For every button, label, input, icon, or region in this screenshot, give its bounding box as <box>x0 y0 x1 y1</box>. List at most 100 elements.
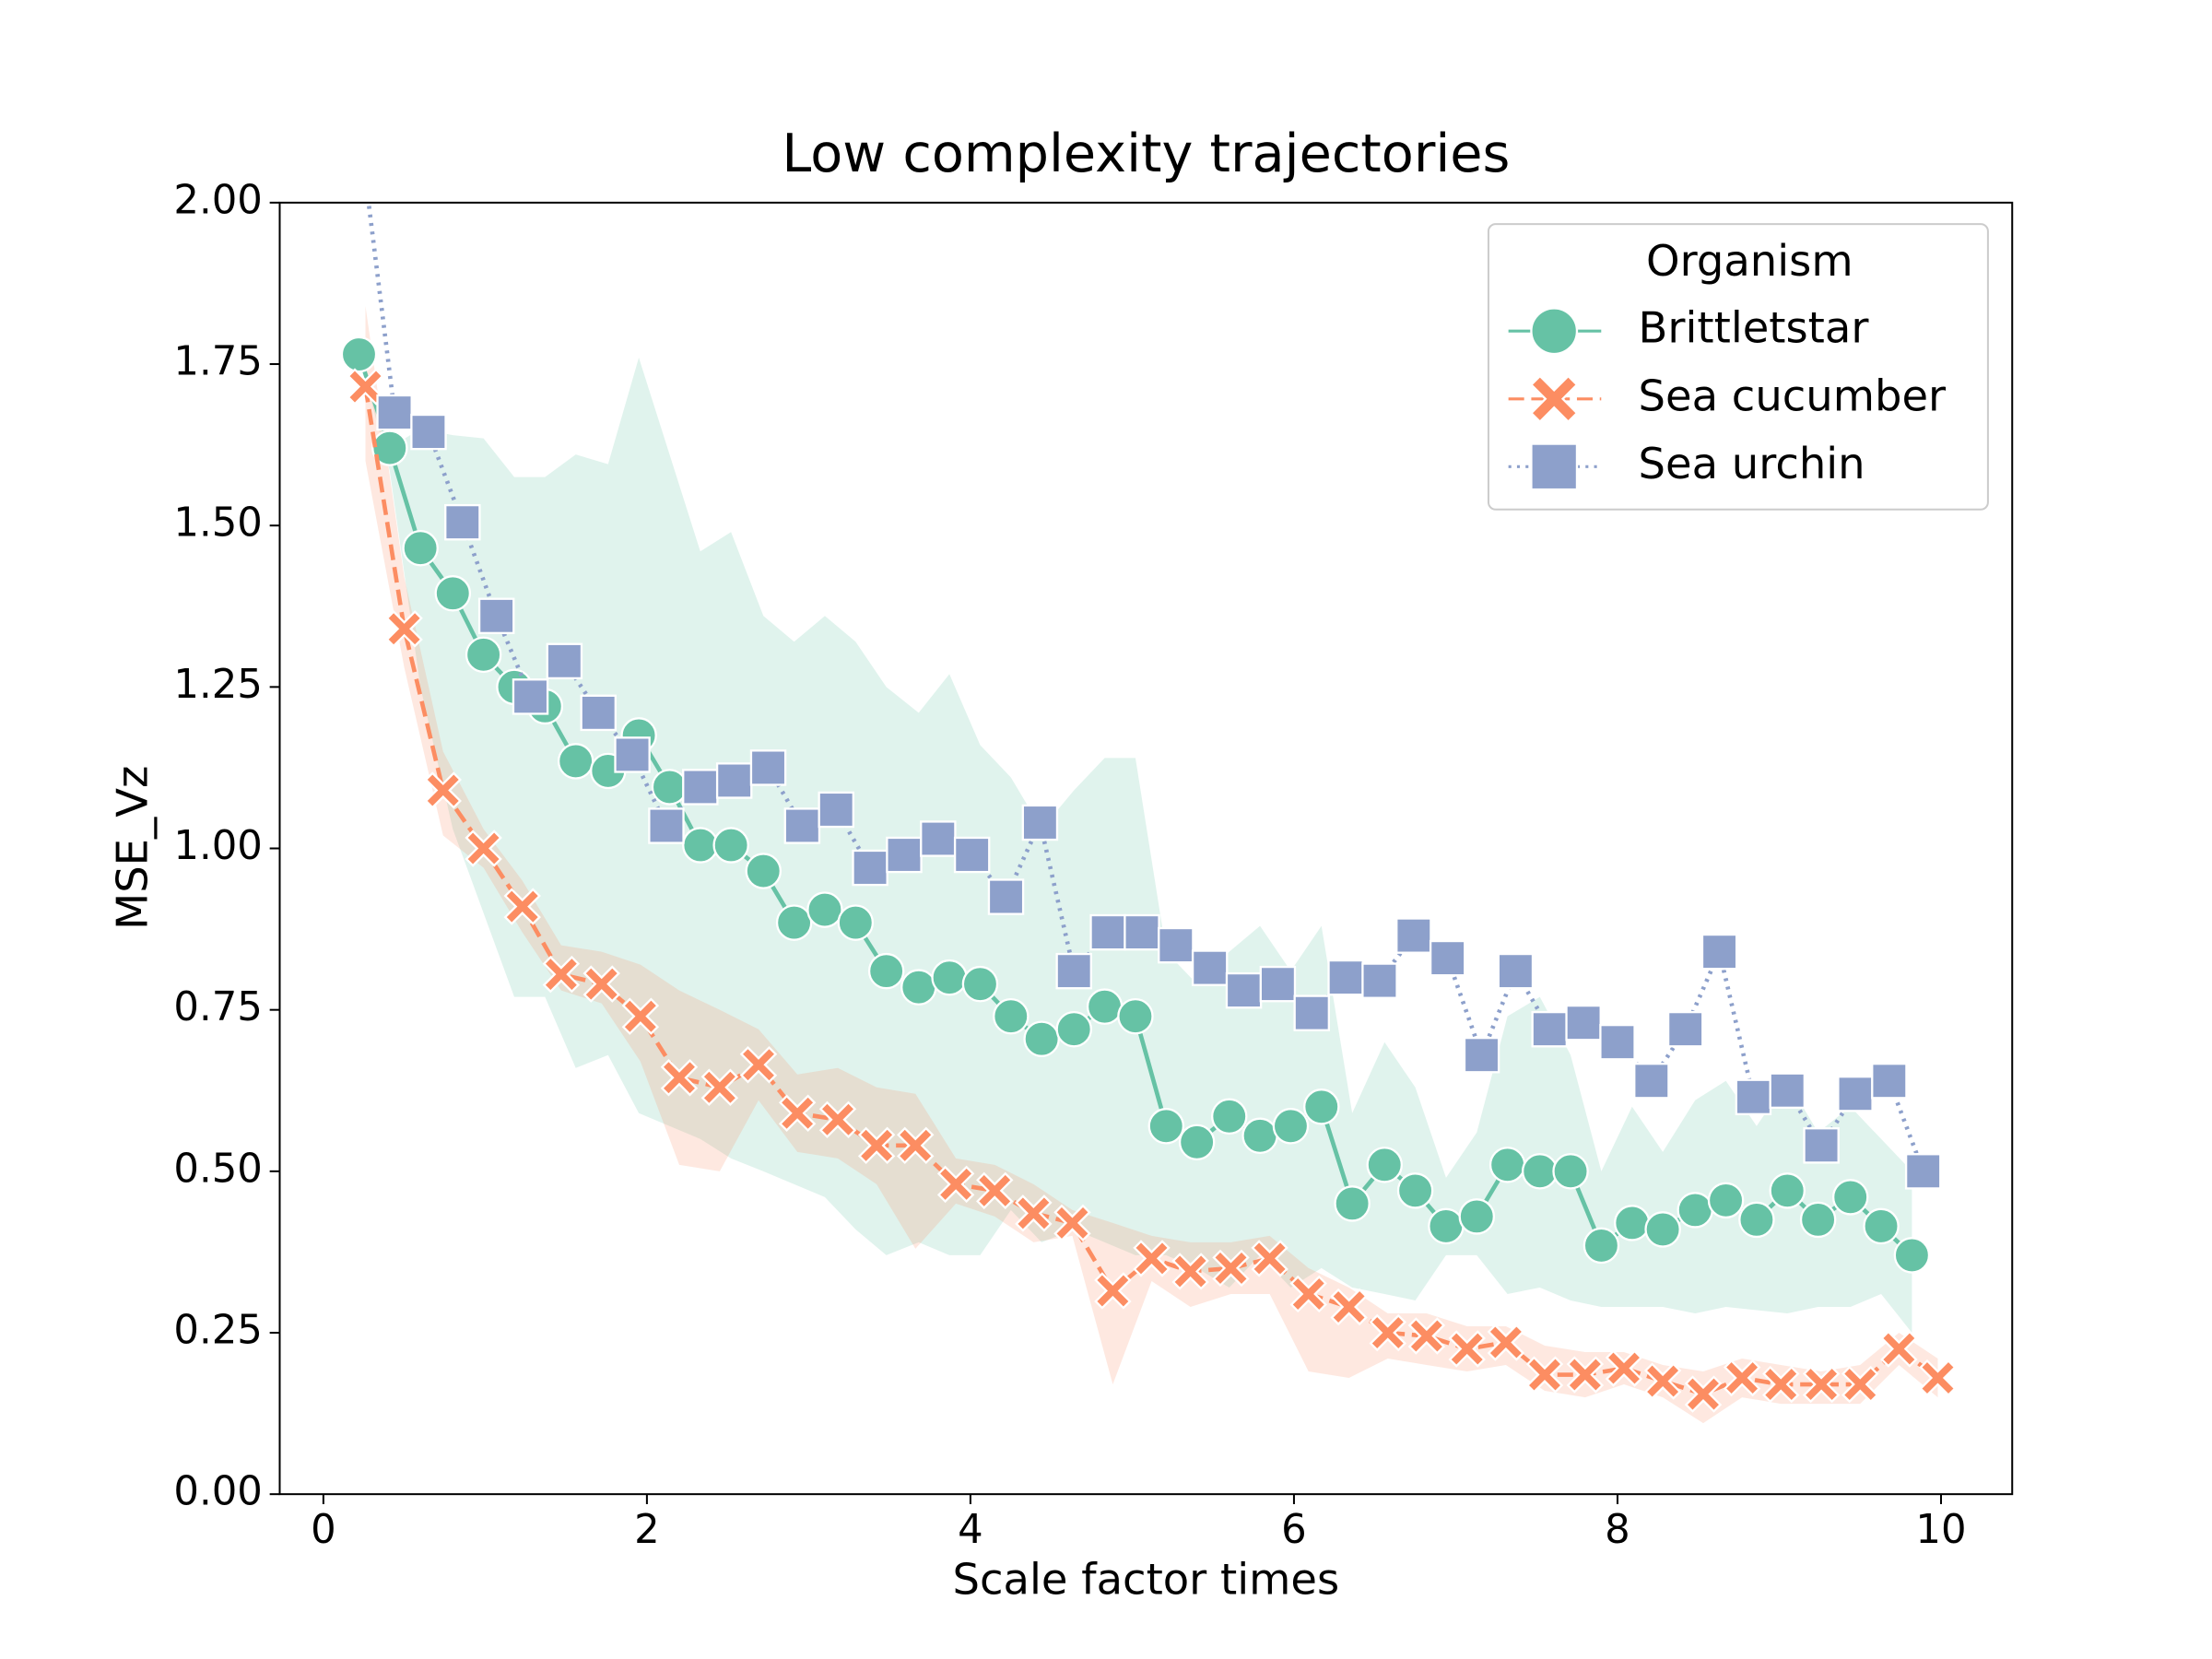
marker <box>1251 1240 1288 1277</box>
marker <box>1605 1349 1643 1387</box>
marker <box>778 1094 817 1133</box>
marker <box>465 636 502 674</box>
marker <box>660 1059 699 1097</box>
legend-box <box>1487 223 1989 511</box>
marker <box>1366 1147 1403 1183</box>
y-tick-label: 0.25 <box>173 1308 263 1354</box>
marker <box>1769 1072 1806 1109</box>
marker <box>621 997 660 1035</box>
marker <box>775 904 813 941</box>
marker <box>1124 913 1160 951</box>
marker <box>1429 939 1466 977</box>
marker <box>1521 1153 1559 1190</box>
y-tick-label: 1.50 <box>173 500 263 547</box>
marker <box>1055 952 1092 990</box>
marker <box>993 997 1030 1035</box>
marker <box>477 597 515 635</box>
marker <box>1769 1172 1806 1209</box>
marker <box>1395 917 1432 954</box>
chart-title: Low complexity trajectories <box>782 123 1510 184</box>
marker <box>1565 1004 1602 1041</box>
marker <box>1831 1179 1869 1216</box>
marker <box>542 955 581 994</box>
marker <box>1259 965 1297 1003</box>
marker <box>1293 994 1330 1031</box>
marker <box>857 1126 896 1165</box>
marker <box>1799 1201 1837 1239</box>
confidence-band <box>359 354 1912 1333</box>
marker <box>1666 1010 1704 1048</box>
marker <box>1289 1275 1327 1313</box>
marker <box>1633 1063 1670 1100</box>
marker <box>1531 1010 1569 1048</box>
marker <box>1871 1063 1908 1100</box>
marker <box>410 413 447 451</box>
x-axis-label: Scale factor times <box>953 1555 1340 1605</box>
marker <box>1212 1249 1250 1288</box>
marker <box>1700 933 1738 971</box>
marker <box>1893 1237 1931 1274</box>
marker <box>1529 374 1579 424</box>
marker <box>648 807 685 844</box>
marker <box>700 1068 739 1106</box>
marker <box>1904 1153 1942 1190</box>
marker <box>385 610 423 648</box>
marker <box>1334 1185 1371 1222</box>
y-tick-label: 0.75 <box>173 984 263 1030</box>
marker <box>1327 959 1364 996</box>
marker <box>1880 1330 1918 1368</box>
marker <box>1837 1076 1874 1112</box>
ticks: 0 2 4 6 8 10 0.00 0.25 0.50 0.75 1.00 1.25 1.50 1.75 2… <box>173 177 1966 1552</box>
marker <box>1094 1272 1132 1310</box>
marker <box>1303 1088 1340 1125</box>
marker <box>712 827 749 864</box>
marker <box>1396 1172 1434 1209</box>
marker <box>582 965 620 1003</box>
marker <box>1552 1153 1589 1190</box>
y-tick-label: 2.00 <box>173 177 263 223</box>
marker <box>1330 1288 1368 1326</box>
marker <box>739 1046 778 1084</box>
marker <box>1407 1317 1446 1355</box>
marker <box>1015 1194 1053 1232</box>
marker <box>1643 1362 1682 1400</box>
marker <box>1428 1207 1465 1245</box>
marker <box>557 743 594 780</box>
marker <box>651 769 688 806</box>
legend: Organism Brittletstar Sea cucumber Sea urc… <box>1487 223 1989 511</box>
marker <box>1599 1023 1636 1061</box>
marker <box>1803 1127 1840 1164</box>
marker <box>402 529 439 567</box>
marker <box>1684 1375 1723 1413</box>
marker <box>1707 1182 1745 1219</box>
marker <box>745 853 782 889</box>
x-tick-label: 4 <box>958 1507 983 1553</box>
marker <box>1272 1108 1310 1145</box>
y-axis-label: MSE_Vz <box>107 766 157 930</box>
y-tick-label: 0.50 <box>173 1146 263 1192</box>
y-tick-label: 1.75 <box>173 339 263 385</box>
marker <box>1158 926 1194 964</box>
bands <box>359 305 1938 1424</box>
x-tick-label: 10 <box>1915 1507 1966 1553</box>
marker <box>1488 1147 1526 1183</box>
x-tick-label: 0 <box>311 1507 336 1553</box>
marker <box>961 965 999 1003</box>
y-tick-label: 0.00 <box>173 1469 263 1515</box>
marker <box>371 429 408 466</box>
marker <box>1841 1365 1879 1404</box>
marker <box>1147 1108 1185 1145</box>
marker <box>1614 1205 1651 1241</box>
marker <box>465 830 502 867</box>
legend-label: Brittletstar <box>1639 303 1870 353</box>
lines <box>340 202 1957 1413</box>
marker <box>852 849 888 887</box>
marker <box>444 503 481 541</box>
marker <box>1178 1124 1216 1161</box>
marker <box>806 891 843 928</box>
marker <box>340 335 378 373</box>
marker <box>1225 971 1263 1009</box>
marker <box>1566 1356 1605 1394</box>
